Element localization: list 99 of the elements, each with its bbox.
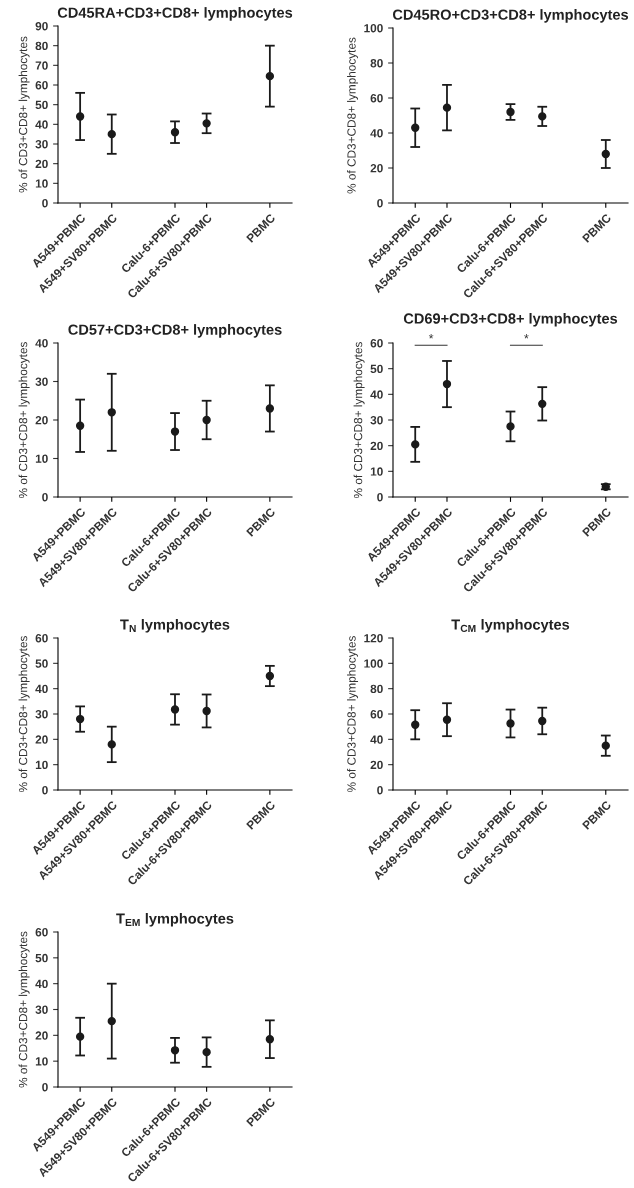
y-tick-label: 10 [35,179,48,188]
y-tick-label: 60 [35,634,48,643]
point [411,123,420,132]
point [538,716,547,726]
y-tick-label: 40 [35,979,48,989]
y-tick-label: 10 [35,454,48,463]
y-tick-label: 0 [377,493,383,502]
point [170,1046,180,1055]
y-tick-label: 20 [35,416,48,425]
text: * [524,334,529,339]
text: * [428,334,434,339]
point [442,103,452,112]
chart-title: T$_{N}$ lymphocytes [120,619,230,633]
chart-title: CD45RA+CD3+CD8+ lymphocytes [57,7,293,21]
point [411,720,420,729]
point [442,715,452,724]
y-tick-label: 0 [42,1083,48,1092]
point [202,119,211,128]
y-tick-label: 50 [35,953,48,963]
y-tick-label: 20 [370,164,383,173]
point [265,404,275,413]
y-tick-label: 0 [42,493,48,502]
point [75,421,85,430]
y-tick-label: 40 [35,120,48,129]
y-tick-label: 30 [35,377,48,386]
y-tick-label: 0 [377,199,383,208]
chart-title: CD45RO+CD3+CD8+ lymphocytes [392,9,629,23]
y-tick-label: 90 [35,22,48,31]
point [442,379,452,389]
y-axis-title: % of CD3+CD8+ lymphocytes [347,37,359,194]
point [411,440,420,449]
point [265,671,275,681]
y-tick-label: 60 [370,94,383,103]
y-tick-label: 30 [370,416,383,425]
y-axis-title: % of CD3+CD8+ lymphocytes [18,36,30,193]
point [170,128,180,137]
y-tick-label: 0 [42,786,48,795]
y-tick-label: 40 [370,129,383,138]
y-tick-label: 60 [35,81,48,90]
y-tick-label: 0 [377,786,383,795]
point [506,719,515,728]
y-tick-label: 10 [370,467,383,476]
y-tick-label: 20 [35,735,48,744]
point [601,741,610,750]
y-tick-label: 20 [370,441,383,451]
y-tick-label: 20 [35,1031,48,1040]
point [107,129,116,139]
y-tick-label: 40 [370,735,383,744]
y-tick-label: 40 [35,339,48,348]
y-axis-title: % of CD3+CD8+ lymphocytes [18,931,30,1088]
chart-title: T$_{EM}$ lymphocytes [116,913,234,927]
y-tick-label: 30 [35,1005,48,1014]
y-axis-title: % of CD3+CD8+ lymphocytes [18,342,30,498]
y-tick-label: 20 [35,159,48,169]
y-tick-label: 30 [35,140,48,149]
y-tick-label: 40 [370,390,383,399]
point [75,714,85,724]
point [202,706,211,716]
y-tick-label: 80 [370,684,383,694]
y-tick-label: 50 [35,100,48,110]
y-tick-label: 120 [364,634,383,643]
y-tick-label: 50 [35,659,48,668]
y-tick-label: 80 [370,59,383,68]
chart-title: T$_{CM}$ lymphocytes [451,619,570,633]
chart-title: CD57+CD3+CD8+ lymphocytes [68,324,282,338]
y-tick-label: 60 [35,928,48,937]
point [107,408,116,417]
y-axis-title: % of CD3+CD8+ lymphocytes [347,636,359,792]
point [202,415,211,425]
point [538,399,547,408]
y-tick-label: 100 [364,659,383,668]
y-tick-label: 10 [35,760,48,770]
y-tick-label: 10 [35,1057,48,1066]
point [506,107,515,117]
y-tick-label: 30 [35,710,48,719]
y-tick-label: 20 [370,760,383,770]
point [75,112,85,121]
chart-title: CD69+CD3+CD8+ lymphocytes [403,312,618,327]
point [202,1047,211,1057]
point [506,422,515,431]
point [601,149,610,159]
point [170,705,180,714]
y-tick-label: 40 [35,684,48,694]
point [265,1035,275,1044]
point [538,112,547,121]
y-tick-label: 60 [370,710,383,719]
point [75,1032,85,1041]
y-tick-label: 70 [35,61,48,70]
y-tick-label: 100 [364,24,383,33]
point [107,1016,116,1026]
y-tick-label: 0 [42,199,48,208]
y-axis-title: % of CD3+CD8+ lymphocytes [353,342,365,498]
y-tick-label: 80 [35,41,48,51]
y-tick-label: 50 [370,364,383,374]
y-tick-label: 60 [370,339,383,348]
point [107,740,116,749]
point [265,71,275,81]
point [170,427,180,436]
y-axis-title: % of CD3+CD8+ lymphocytes [18,636,30,792]
